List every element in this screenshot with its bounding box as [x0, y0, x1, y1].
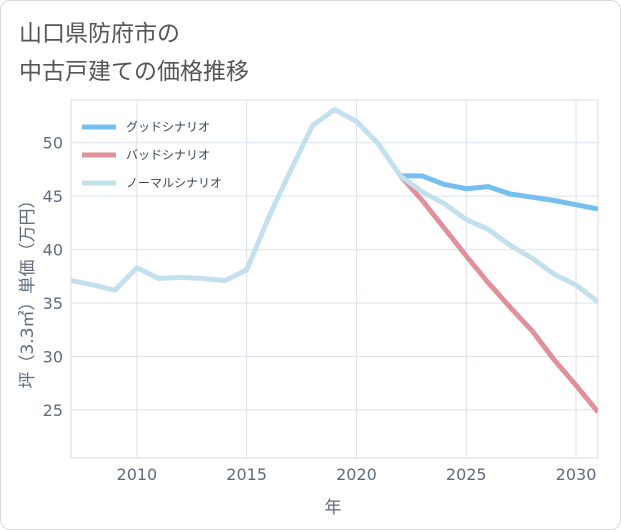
x-tick-label: 2030	[556, 465, 597, 484]
tick-labels: 2010 2015 2020 2025 2030 25 30 35 40 45 50	[43, 134, 597, 484]
series-line-1	[398, 174, 598, 414]
chart-title-line-2: 中古戸建ての価格推移	[19, 59, 249, 85]
x-tick-label: 2025	[446, 465, 487, 484]
y-tick-label: 40	[43, 241, 63, 260]
series-lines	[71, 107, 598, 414]
series-line-2	[71, 107, 598, 304]
y-tick-label: 50	[43, 134, 63, 153]
chart-title-line-1: 山口県防府市の	[19, 21, 180, 47]
legend-label: グッドシナリオ	[126, 120, 210, 134]
y-tick-label: 25	[43, 401, 63, 420]
x-axis-title: 年	[325, 498, 342, 518]
y-tick-label: 35	[43, 294, 63, 313]
x-tick-label: 2020	[336, 465, 377, 484]
x-tick-label: 2015	[226, 465, 267, 484]
x-tick-label: 2010	[117, 465, 158, 484]
chart-title: 山口県防府市の 中古戸建ての価格推移	[19, 15, 249, 91]
y-tick-label: 30	[43, 347, 63, 366]
legend-label: ノーマルシナリオ	[126, 176, 222, 190]
series-line-0	[400, 173, 598, 212]
legend-label: バッドシナリオ	[126, 148, 210, 162]
y-axis-title: 坪（3.3㎡）単価（万円）	[18, 191, 38, 388]
y-tick-label: 45	[43, 187, 63, 206]
